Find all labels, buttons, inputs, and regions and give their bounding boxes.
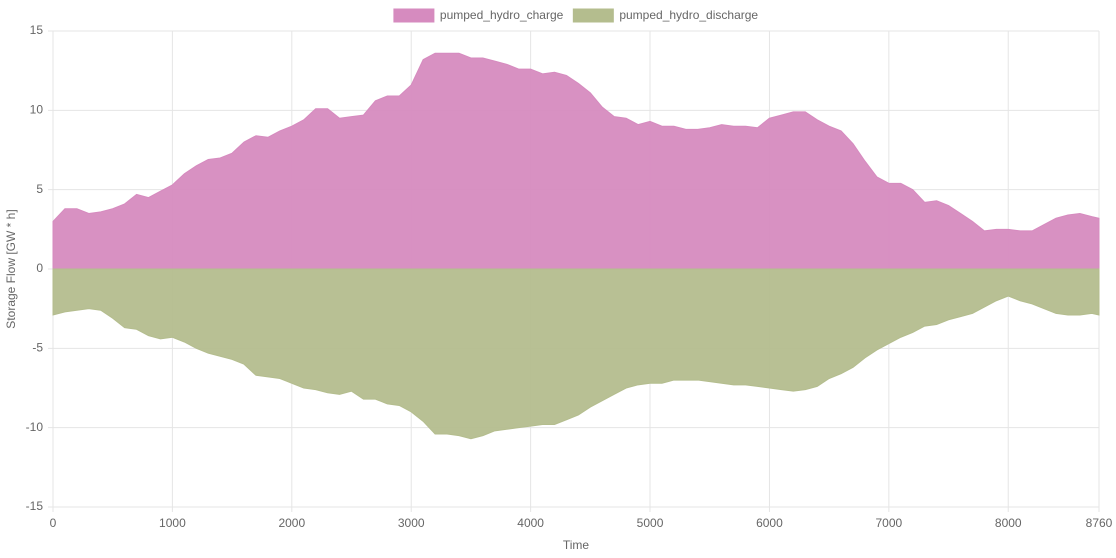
legend-swatch (572, 8, 614, 23)
y-tick-label: 15 (30, 23, 44, 37)
x-tick-label: 5000 (637, 516, 664, 530)
area (52, 268, 1100, 440)
y-tick-label: -10 (26, 420, 44, 434)
y-tick-label: 0 (36, 261, 43, 275)
y-axis-label: Storage Flow [GW * h] (4, 209, 18, 328)
x-tick-label: 3000 (398, 516, 425, 530)
x-tick-label: 0 (50, 516, 57, 530)
y-tick-label: -5 (32, 341, 43, 355)
y-tick-label: -15 (26, 499, 44, 513)
y-tick-label: 10 (30, 103, 44, 117)
x-tick-label: 6000 (756, 516, 783, 530)
x-tick-label: 2000 (278, 516, 305, 530)
legend-label: pumped_hydro_discharge (619, 8, 758, 22)
legend-label: pumped_hydro_charge (440, 8, 564, 22)
x-axis-label: Time (563, 538, 590, 552)
x-tick-label: 4000 (517, 516, 544, 530)
y-tick-label: 5 (36, 182, 43, 196)
x-tick-label: 8000 (995, 516, 1022, 530)
x-tick-label: 8760 (1086, 516, 1113, 530)
legend-swatch (393, 8, 435, 23)
x-tick-label: 7000 (875, 516, 902, 530)
x-tick-label: 1000 (159, 516, 186, 530)
area (52, 52, 1100, 270)
